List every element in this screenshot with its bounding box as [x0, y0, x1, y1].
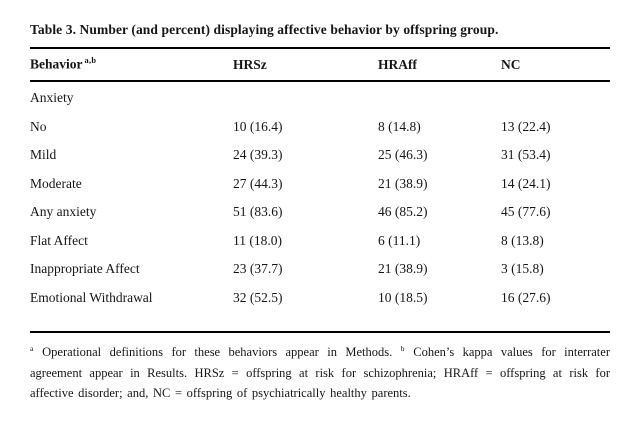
cell-hraff: 6 (11.1): [378, 232, 421, 248]
cell-hrsz: 10 (16.4): [233, 118, 283, 134]
column-header-behavior-label: Behavior: [30, 56, 83, 72]
cell-nc: 31 (53.4): [501, 147, 551, 163]
cell-nc: 16 (27.6): [501, 289, 551, 305]
cell-nc: 45 (77.6): [501, 204, 551, 220]
footnote: a Operational definitions for these beha…: [30, 333, 610, 403]
cell-hraff: 8 (14.8): [378, 118, 421, 134]
footnote-marker-a: a: [30, 344, 34, 353]
table-row-emotional-withdrawal: Emotional Withdrawal 32 (52.5) 10 (18.5)…: [30, 284, 610, 313]
cell-hraff: 46 (85.2): [378, 204, 428, 220]
table-row-inappropriate-affect: Inappropriate Affect 23 (37.7) 21 (38.9)…: [30, 255, 610, 284]
row-label: Moderate: [30, 175, 82, 191]
cell-hraff: 21 (38.9): [378, 261, 428, 277]
row-label: Anxiety: [30, 90, 74, 106]
table-title: Table 3. Number (and percent) displaying…: [30, 21, 610, 49]
row-label: Flat Affect: [30, 232, 88, 248]
table-body: Anxiety No 10 (16.4) 8 (14.8) 13 (22.4) …: [30, 82, 610, 333]
column-header-hraff: HRAff: [378, 56, 417, 72]
cell-nc: 8 (13.8): [501, 232, 544, 248]
footnote-text-b: Cohen’s kappa values for interrater agre…: [30, 345, 610, 400]
footnote-marker-b: b: [400, 344, 405, 353]
table-row-flat-affect: Flat Affect 11 (18.0) 6 (11.1) 8 (13.8): [30, 227, 610, 256]
row-label: No: [30, 118, 47, 134]
cell-hraff: 10 (18.5): [378, 289, 428, 305]
column-header-hrsz: HRSz: [233, 56, 267, 72]
cell-hraff: 25 (46.3): [378, 147, 428, 163]
row-label: Emotional Withdrawal: [30, 289, 153, 305]
cell-hrsz: 32 (52.5): [233, 289, 283, 305]
cell-hrsz: 23 (37.7): [233, 261, 283, 277]
table-row-mild: Mild 24 (39.3) 25 (46.3) 31 (53.4): [30, 141, 610, 170]
cell-hrsz: 11 (18.0): [233, 232, 282, 248]
cell-nc: 14 (24.1): [501, 175, 551, 191]
table-header-row: Behavior a,b HRSz HRAff NC: [30, 49, 610, 82]
cell-nc: 13 (22.4): [501, 118, 551, 134]
cell-hrsz: 24 (39.3): [233, 147, 283, 163]
table-row-any-anxiety: Any anxiety 51 (83.6) 46 (85.2) 45 (77.6…: [30, 198, 610, 227]
table-row-moderate: Moderate 27 (44.3) 21 (38.9) 14 (24.1): [30, 170, 610, 199]
column-header-nc: NC: [501, 56, 521, 72]
table-row-anxiety: Anxiety: [30, 84, 610, 113]
behavior-superscript: a,b: [84, 56, 97, 66]
cell-hraff: 21 (38.9): [378, 175, 428, 191]
cell-nc: 3 (15.8): [501, 261, 544, 277]
row-label: Any anxiety: [30, 204, 97, 220]
column-header-behavior: Behavior a,b: [30, 56, 233, 73]
row-label: Inappropriate Affect: [30, 261, 140, 277]
cell-hrsz: 27 (44.3): [233, 175, 283, 191]
row-label: Mild: [30, 147, 57, 163]
footnote-text-a: Operational definitions for these behavi…: [33, 345, 401, 360]
table-row-no: No 10 (16.4) 8 (14.8) 13 (22.4): [30, 113, 610, 142]
cell-hrsz: 51 (83.6): [233, 204, 283, 220]
